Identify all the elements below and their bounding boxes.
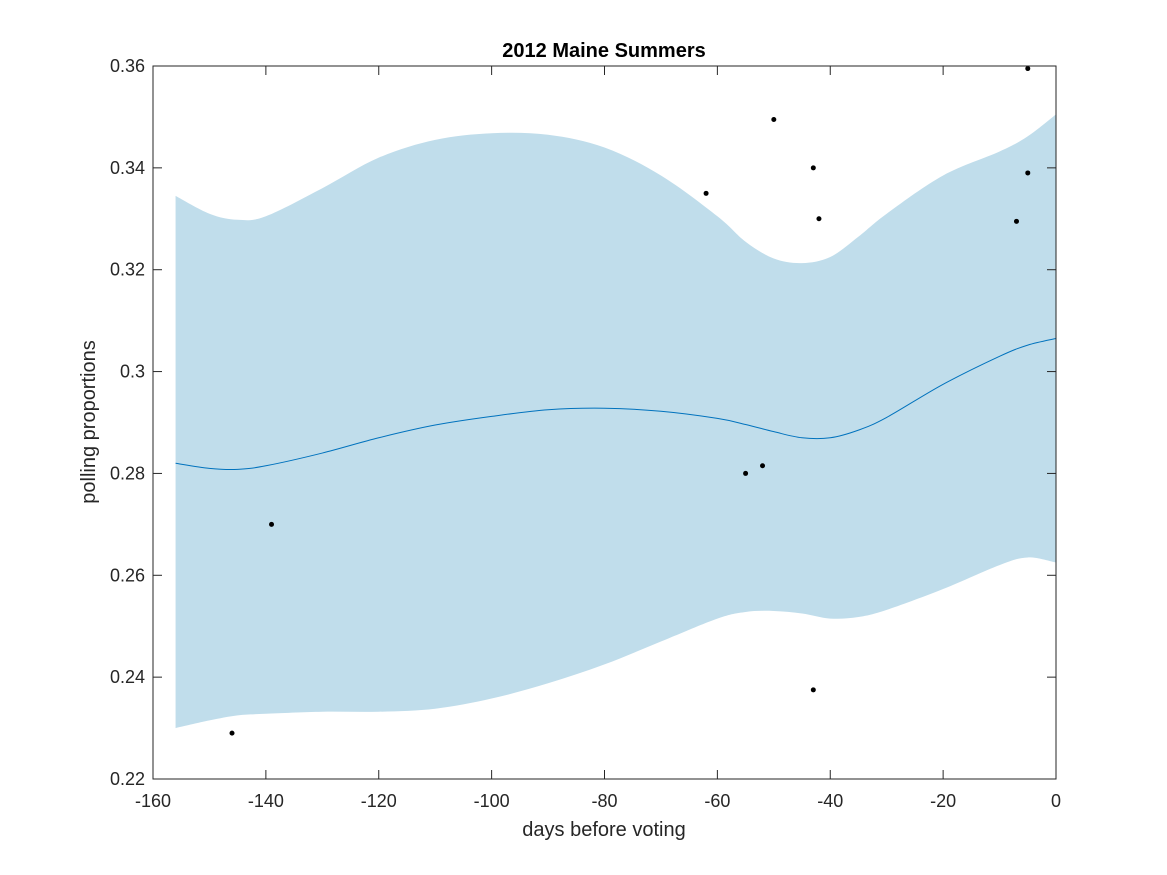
y-tick-label: 0.28 [110,463,145,483]
y-tick-label: 0.26 [110,565,145,585]
x-tick-label: -80 [591,791,617,811]
confidence-band [175,114,1056,729]
x-axis-ticks: -160 -140 -120 -100 -80 -60 -40 -20 0 [135,66,1061,811]
y-tick-label: 0.24 [110,667,145,687]
x-tick-label: -120 [361,791,397,811]
y-tick-label: 0.34 [110,158,145,178]
data-point [771,116,777,122]
x-axis-label: days before voting [522,819,685,841]
mean-line [175,337,1057,471]
mean-line-layer [175,337,1057,471]
data-point [810,165,816,171]
chart-title: 2012 Maine Summers [502,40,705,62]
data-point [816,216,822,222]
x-tick-label: -140 [248,791,284,811]
x-tick-label: -160 [135,791,171,811]
x-tick-label: -40 [817,791,843,811]
x-tick-label: -100 [474,791,510,811]
data-point [229,730,235,736]
data-point [760,463,766,469]
data-point [269,521,275,527]
data-point [1013,218,1019,224]
data-point [1025,170,1031,176]
scatter-points-layer [229,66,1031,736]
x-tick-label: 0 [1051,791,1061,811]
data-point [810,687,816,693]
data-point [703,190,709,196]
data-point [1025,66,1031,72]
data-point [743,470,749,476]
y-tick-label: 0.32 [110,260,145,280]
y-tick-label: 0.22 [110,769,145,789]
y-tick-label: 0.3 [120,362,145,382]
x-tick-label: -20 [930,791,956,811]
y-tick-label: 0.36 [110,56,145,76]
y-axis-label: polling proportions [78,340,100,503]
y-axis-ticks: 0.22 0.24 0.26 0.28 0.3 0.32 0.34 0.36 [110,56,1056,789]
confidence-band-layer [175,114,1056,729]
x-tick-label: -60 [704,791,730,811]
